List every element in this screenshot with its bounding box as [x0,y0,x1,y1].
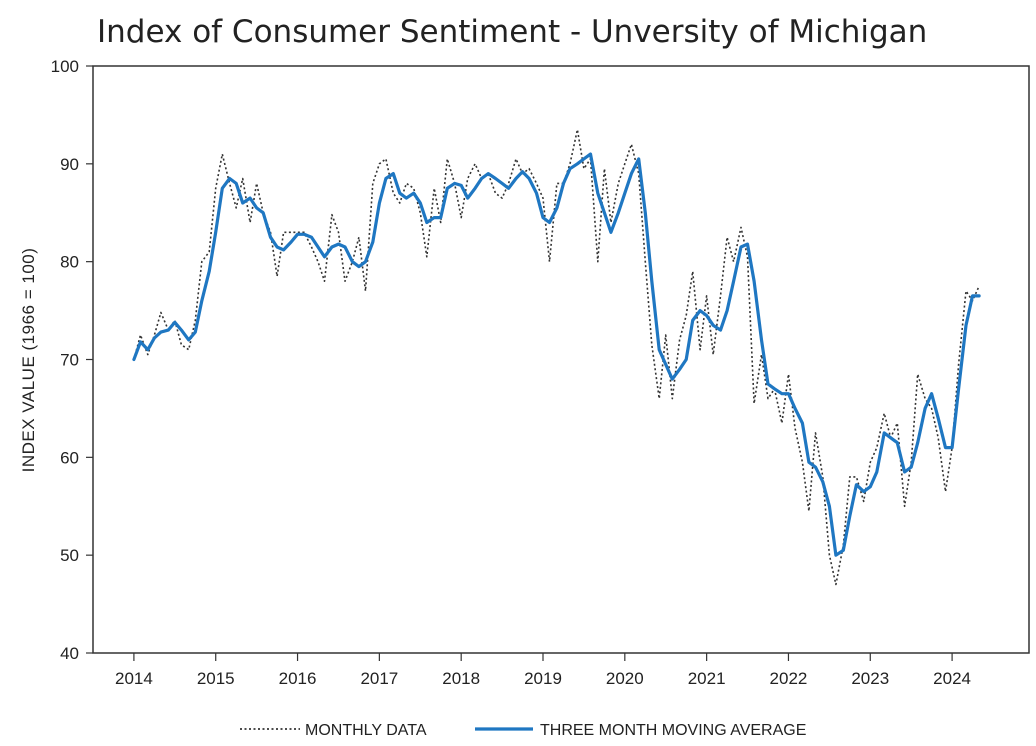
y-tick-label: 60 [60,448,79,467]
x-axis-ticks: 2014 2015 2016 2017 2018 2019 2020 2021 2022 2023… [115,653,971,688]
x-tick-label: 2017 [360,669,398,688]
y-tick-label: 70 [60,351,79,370]
series-line-monthly [133,128,980,586]
x-tick-label: 2021 [688,669,726,688]
series-line-moving-average [132,152,981,557]
x-tick-label: 2019 [524,669,562,688]
y-tick-label: 100 [51,57,79,76]
plot-area-frame [92,65,1030,654]
y-tick-label: 40 [60,644,79,663]
x-tick-label: 2014 [115,669,153,688]
x-tick-label: 2022 [770,669,808,688]
x-tick-label: 2023 [851,669,889,688]
x-tick-label: 2016 [279,669,317,688]
series-group [132,128,981,586]
x-tick-label: 2020 [606,669,644,688]
x-tick-label: 2024 [933,669,971,688]
x-tick-label: 2018 [442,669,480,688]
y-axis-label: INDEX VALUE (1966 = 100) [19,248,38,473]
x-tick-label: 2015 [197,669,235,688]
chart-title: Index of Consumer Sentiment - Unversity … [97,14,928,50]
y-tick-label: 90 [60,155,79,174]
legend-label-monthly: MONTHLY DATA [305,722,427,739]
y-tick-label: 80 [60,253,79,272]
y-tick-label: 50 [60,546,79,565]
legend: MONTHLY DATA THREE MONTH MOVING AVERAGE [240,722,806,739]
legend-label-moving-average: THREE MONTH MOVING AVERAGE [540,722,806,739]
y-axis-ticks: 40 50 60 70 80 90 100 [51,57,93,663]
